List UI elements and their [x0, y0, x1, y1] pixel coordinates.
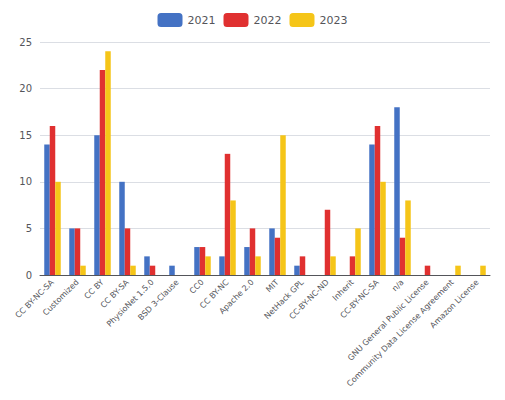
svg-text:Amazon License: Amazon License	[428, 278, 480, 330]
svg-text:20: 20	[19, 83, 32, 94]
svg-text:0: 0	[26, 270, 32, 281]
svg-text:PhysioNet 1.5.0: PhysioNet 1.5.0	[105, 277, 156, 329]
svg-text:NetHack GPL: NetHack GPL	[262, 277, 306, 321]
svg-text:2021: 2021	[188, 14, 216, 27]
svg-text:CC-BY-NC-SA: CC-BY-NC-SA	[338, 277, 381, 320]
svg-text:CC-BY-NC-ND: CC-BY-NC-ND	[287, 278, 330, 321]
svg-text:MIT: MIT	[264, 278, 280, 294]
svg-text:10: 10	[19, 176, 32, 187]
svg-text:25: 25	[19, 37, 32, 48]
svg-text:CC BY-NC-SA: CC BY-NC-SA	[13, 277, 56, 320]
svg-text:2022: 2022	[254, 14, 282, 27]
svg-text:5: 5	[26, 223, 32, 234]
svg-text:CC BY: CC BY	[83, 278, 106, 301]
svg-text:BSD 3-Clause: BSD 3-Clause	[136, 278, 181, 323]
svg-text:n/a: n/a	[390, 278, 405, 293]
svg-text:Community Data License Agreeme: Community Data License Agreement	[345, 278, 456, 389]
svg-text:15: 15	[19, 130, 32, 141]
svg-text:CC BY-NC: CC BY-NC	[198, 277, 231, 311]
svg-text:Customized: Customized	[41, 278, 81, 318]
svg-text:2023: 2023	[319, 14, 347, 27]
svg-text:CC0: CC0	[188, 278, 206, 296]
svg-text:CC BY-SA: CC BY-SA	[98, 277, 131, 310]
svg-text:Apache 2.0: Apache 2.0	[217, 278, 255, 316]
svg-text:GNU General Public License: GNU General Public License	[346, 277, 431, 363]
svg-text:Inherit: Inherit	[330, 277, 356, 303]
